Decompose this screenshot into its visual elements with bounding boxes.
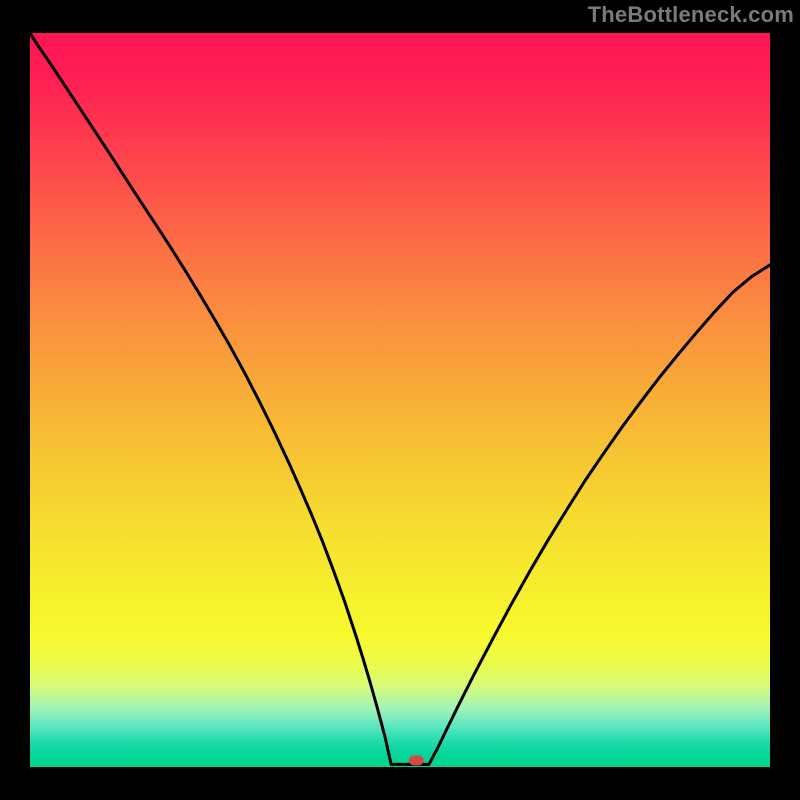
attribution-text: TheBottleneck.com xyxy=(588,2,794,28)
gradient-background xyxy=(30,33,770,767)
recommendation-marker xyxy=(409,755,424,765)
chart-canvas xyxy=(30,33,770,767)
bottleneck-chart xyxy=(30,33,770,767)
